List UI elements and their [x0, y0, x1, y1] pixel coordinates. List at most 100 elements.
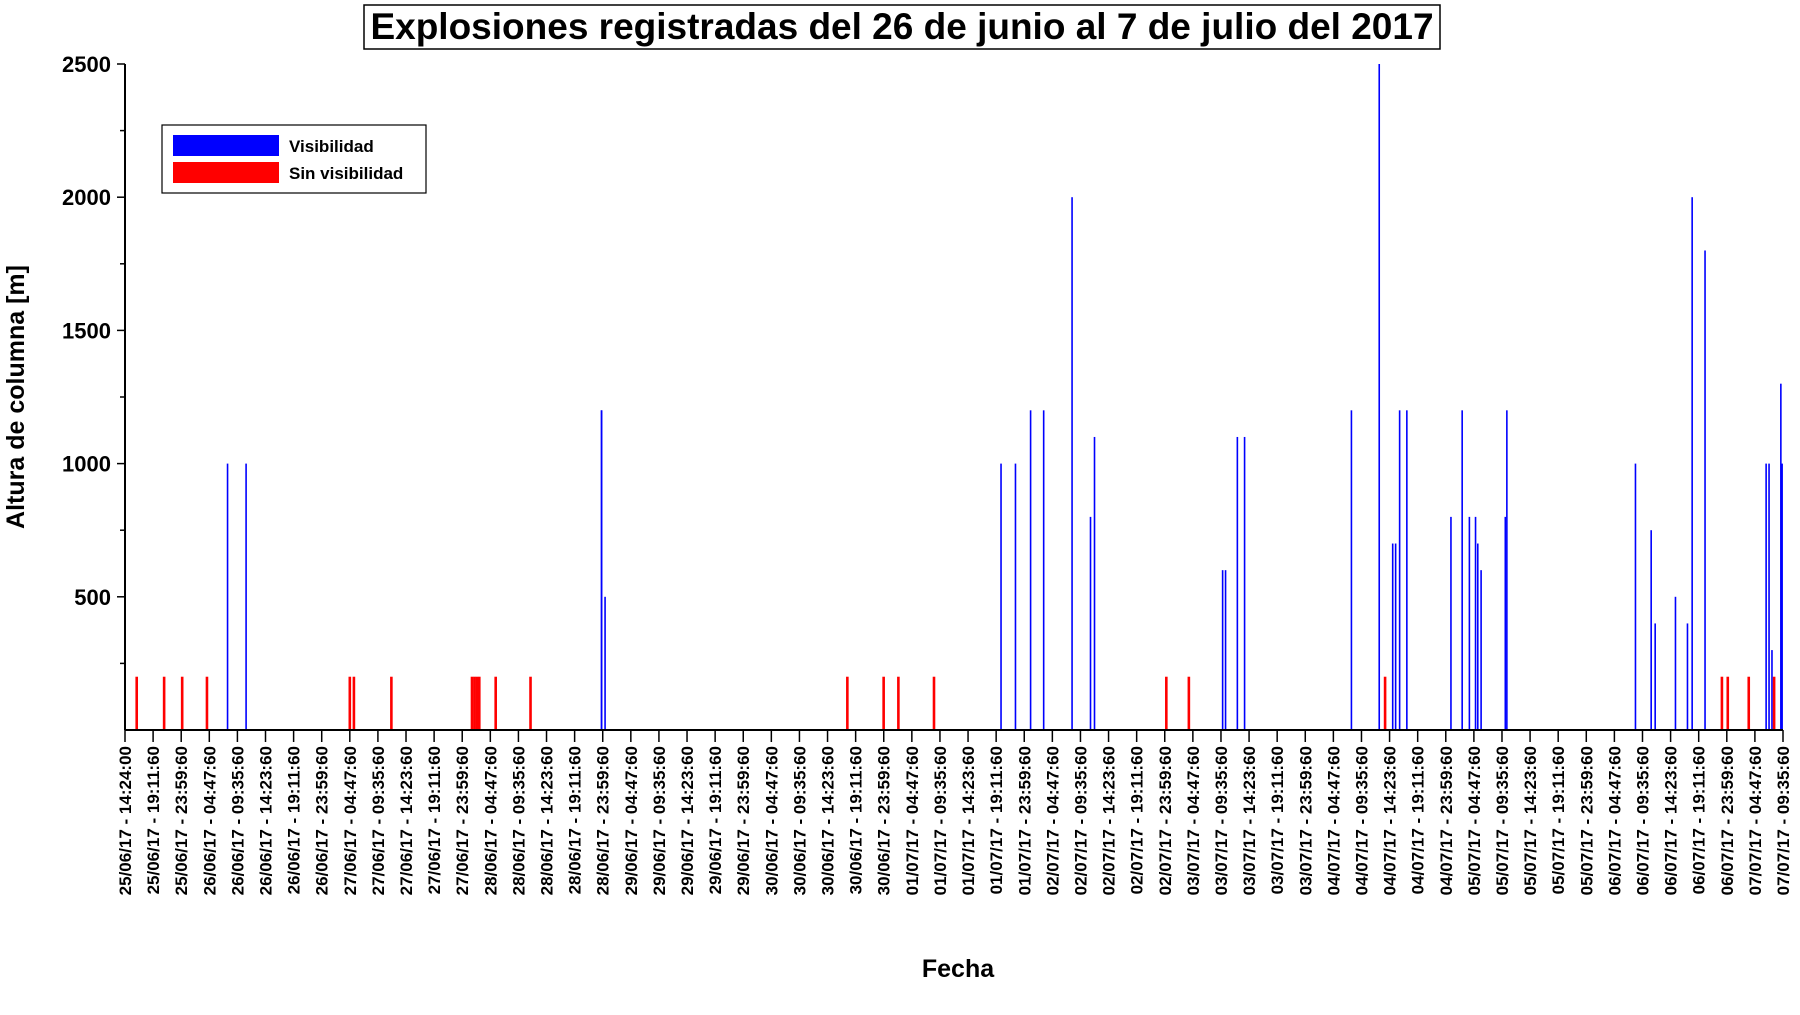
x-tick-label: 29/06/17 - 14:23:60: [678, 746, 697, 895]
bar-sin-visibilidad: [897, 676, 900, 730]
y-ticks: 500 1000 1500 2000 2500: [62, 52, 125, 665]
x-tick-label: 29/06/17 - 23:59:60: [734, 746, 753, 895]
x-tick-label: 30/06/17 - 14:23:60: [819, 746, 838, 895]
bar-visibilidad: [1398, 410, 1401, 730]
x-tick-label: 30/06/17 - 04:47:60: [762, 746, 781, 895]
x-tick-label: 05/07/17 - 14:23:60: [1521, 746, 1540, 895]
x-tick-label: 03/07/17 - 19:11:60: [1268, 746, 1287, 894]
bar-visibilidad: [245, 463, 247, 730]
bar-visibilidad: [1461, 410, 1463, 730]
x-tick-label: 07/07/17 - 09:35:60: [1774, 746, 1793, 895]
bar-visibilidad: [1768, 463, 1770, 730]
bar-visibilidad: [1394, 543, 1397, 730]
bar-visibilidad: [1450, 516, 1452, 730]
x-tick-label: 29/06/17 - 04:47:60: [622, 746, 641, 895]
x-tick-label: 04/07/17 - 23:59:60: [1437, 746, 1456, 895]
x-tick-label: 03/07/17 - 09:35:60: [1212, 746, 1231, 895]
bar-visibilidad: [1650, 530, 1652, 730]
bar-sin-visibilidad: [1383, 676, 1387, 730]
chart-title: Explosiones registradas del 26 de junio …: [370, 6, 1433, 47]
bar-visibilidad: [1243, 436, 1246, 730]
x-tick-label: 06/07/17 - 19:11:60: [1690, 746, 1709, 894]
bar-visibilidad: [1224, 570, 1227, 730]
bar-visibilidad: [600, 410, 603, 730]
bar-sin-visibilidad: [494, 676, 497, 730]
title-box: [363, 4, 1441, 50]
x-tick-label: 28/06/17 - 19:11:60: [566, 746, 585, 894]
x-tick-label: 29/06/17 - 09:35:60: [650, 746, 669, 895]
x-tick-label: 30/06/17 - 23:59:60: [875, 746, 894, 895]
x-tick-label: 26/06/17 - 19:11:60: [285, 746, 304, 894]
bar-visibilidad: [1378, 64, 1381, 730]
bar-sin-visibilidad: [162, 676, 166, 730]
bar-visibilidad: [1704, 250, 1706, 731]
y-tick-label: 1000: [62, 452, 111, 477]
bar-sin-visibilidad: [475, 676, 479, 730]
x-tick-label: 26/06/17 - 14:23:60: [257, 746, 276, 895]
bar-visibilidad: [1029, 410, 1032, 730]
x-tick-label: 07/07/17 - 04:47:60: [1746, 746, 1765, 895]
bar-sin-visibilidad: [1726, 676, 1730, 730]
x-tick-label: 02/07/17 - 09:35:60: [1071, 746, 1090, 895]
x-tick-label: 05/07/17 - 04:47:60: [1465, 746, 1484, 895]
bar-visibilidad: [1504, 516, 1507, 730]
legend-label-sin-visibilidad: Sin visibilidad: [289, 164, 403, 183]
x-tick-label: 01/07/17 - 19:11:60: [987, 746, 1006, 894]
legend-swatch-sin-visibilidad: [173, 162, 279, 183]
bar-visibilidad: [1780, 383, 1782, 730]
x-tick-label: 30/06/17 - 19:11:60: [847, 746, 866, 894]
bar-sin-visibilidad: [1165, 676, 1168, 730]
bar-sin-visibilidad: [1720, 676, 1724, 730]
bar-visibilidad: [1093, 436, 1096, 730]
bar-sin-visibilidad: [1772, 676, 1776, 730]
legend-label-visibilidad: Visibilidad: [289, 137, 374, 156]
bar-sin-visibilidad: [846, 676, 849, 730]
x-tick-label: 03/07/17 - 23:59:60: [1296, 746, 1315, 895]
bar-visibilidad: [1391, 543, 1394, 730]
bar-visibilidad: [1474, 516, 1477, 730]
bar-visibilidad: [226, 463, 229, 730]
bar-visibilidad: [1506, 410, 1508, 730]
legend-swatch-visibilidad: [173, 135, 279, 156]
x-tick-label: 01/07/17 - 23:59:60: [1015, 746, 1034, 895]
x-tick-label: 01/07/17 - 14:23:60: [959, 746, 978, 895]
bar-sin-visibilidad: [473, 676, 476, 730]
legend: Visibilidad Sin visibilidad: [161, 124, 427, 194]
bar-sin-visibilidad: [205, 676, 209, 730]
bar-visibilidad: [1634, 463, 1637, 730]
bar-sin-visibilidad: [477, 676, 481, 730]
x-tick-label: 25/06/17 - 23:59:60: [172, 746, 191, 895]
x-tick-label: 04/07/17 - 14:23:60: [1381, 746, 1400, 895]
bar-visibilidad: [1468, 516, 1471, 730]
bar-visibilidad: [1221, 570, 1224, 730]
x-tick-label: 02/07/17 - 19:11:60: [1128, 746, 1147, 894]
x-tick-label: 27/06/17 - 09:35:60: [369, 746, 388, 895]
bar-visibilidad: [1781, 463, 1783, 730]
x-tick-label: 02/07/17 - 14:23:60: [1100, 746, 1119, 895]
y-tick-label: 500: [74, 585, 111, 610]
x-tick-label: 29/06/17 - 19:11:60: [706, 746, 725, 894]
x-tick-label: 01/07/17 - 04:47:60: [903, 746, 922, 895]
x-tick-label: 28/06/17 - 09:35:60: [509, 746, 528, 895]
bar-visibilidad: [1765, 463, 1767, 730]
bar-sin-visibilidad: [390, 676, 393, 730]
y-tick-label: 1500: [62, 318, 111, 343]
x-tick-label: 01/07/17 - 09:35:60: [931, 746, 950, 895]
x-tick-label: 06/07/17 - 04:47:60: [1605, 746, 1624, 895]
bar-sin-visibilidad: [1187, 676, 1191, 730]
bar-visibilidad: [1691, 197, 1693, 730]
x-tick-label: 02/07/17 - 04:47:60: [1043, 746, 1062, 895]
x-tick-label: 28/06/17 - 04:47:60: [481, 746, 500, 895]
bar-visibilidad: [1236, 436, 1239, 730]
x-tick-label: 26/06/17 - 23:59:60: [313, 746, 332, 895]
y-tick-label: 2000: [62, 185, 111, 210]
x-tick-label: 25/06/17 - 14:24:00: [116, 746, 135, 895]
bar-visibilidad: [1406, 410, 1408, 730]
bar-visibilidad: [1042, 410, 1045, 730]
x-tick-label: 27/06/17 - 23:59:60: [453, 746, 472, 895]
bar-visibilidad: [1654, 623, 1656, 730]
x-ticks: 25/06/17 - 14:24:00 25/06/17 - 19:11:60 25…: [116, 730, 1793, 895]
x-tick-label: 06/07/17 - 23:59:60: [1718, 746, 1737, 895]
bar-sin-visibilidad: [352, 676, 356, 730]
x-tick-label: 03/07/17 - 14:23:60: [1240, 746, 1259, 895]
